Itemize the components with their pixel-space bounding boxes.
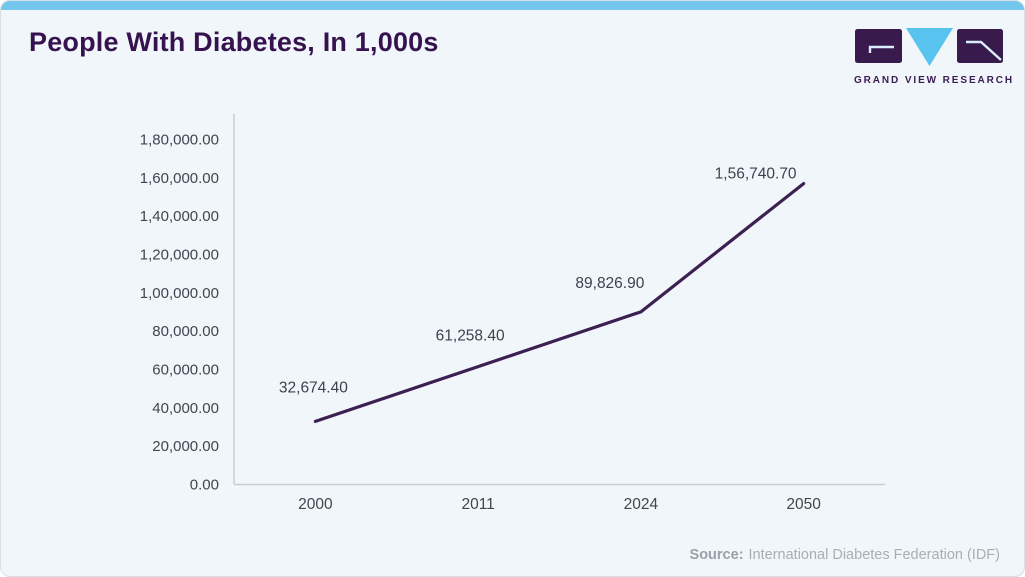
y-tick-label: 1,00,000.00 <box>140 285 219 302</box>
y-tick-label: 40,000.00 <box>152 400 219 417</box>
source-label: Source: <box>689 547 744 563</box>
y-tick-label: 1,20,000.00 <box>140 247 219 264</box>
trend-line <box>313 181 806 423</box>
x-tick-label: 2024 <box>624 496 659 513</box>
x-tick-label: 2050 <box>786 496 821 513</box>
data-label: 89,826.90 <box>575 275 644 292</box>
y-tick-label: 1,40,000.00 <box>140 208 219 225</box>
data-label: 61,258.40 <box>436 328 505 345</box>
x-tick-label: 2011 <box>461 496 494 513</box>
y-tick-label: 20,000.00 <box>152 438 219 455</box>
card-accent-bar <box>1 1 1024 10</box>
y-tick-label: 60,000.00 <box>152 362 219 379</box>
data-label: 1,56,740.70 <box>715 166 797 183</box>
brand-logo: GRAND VIEW RESEARCH <box>854 27 1014 86</box>
x-tick-label: 2000 <box>298 496 333 513</box>
source-note: Source: International Diabetes Federation… <box>690 547 1000 563</box>
brand-name: GRAND VIEW RESEARCH <box>854 75 1014 86</box>
data-label: 32,674.40 <box>279 379 348 396</box>
y-tick-label: 1,80,000.00 <box>140 132 219 149</box>
y-tick-label: 1,60,000.00 <box>140 170 219 187</box>
y-tick-label: 0.00 <box>190 477 219 494</box>
gvr-logo-icon <box>855 28 1003 66</box>
y-tick-label: 80,000.00 <box>152 323 219 340</box>
source-text: International Diabetes Federation (IDF) <box>748 547 1000 563</box>
chart-title: People With Diabetes, In 1,000s <box>29 27 439 57</box>
